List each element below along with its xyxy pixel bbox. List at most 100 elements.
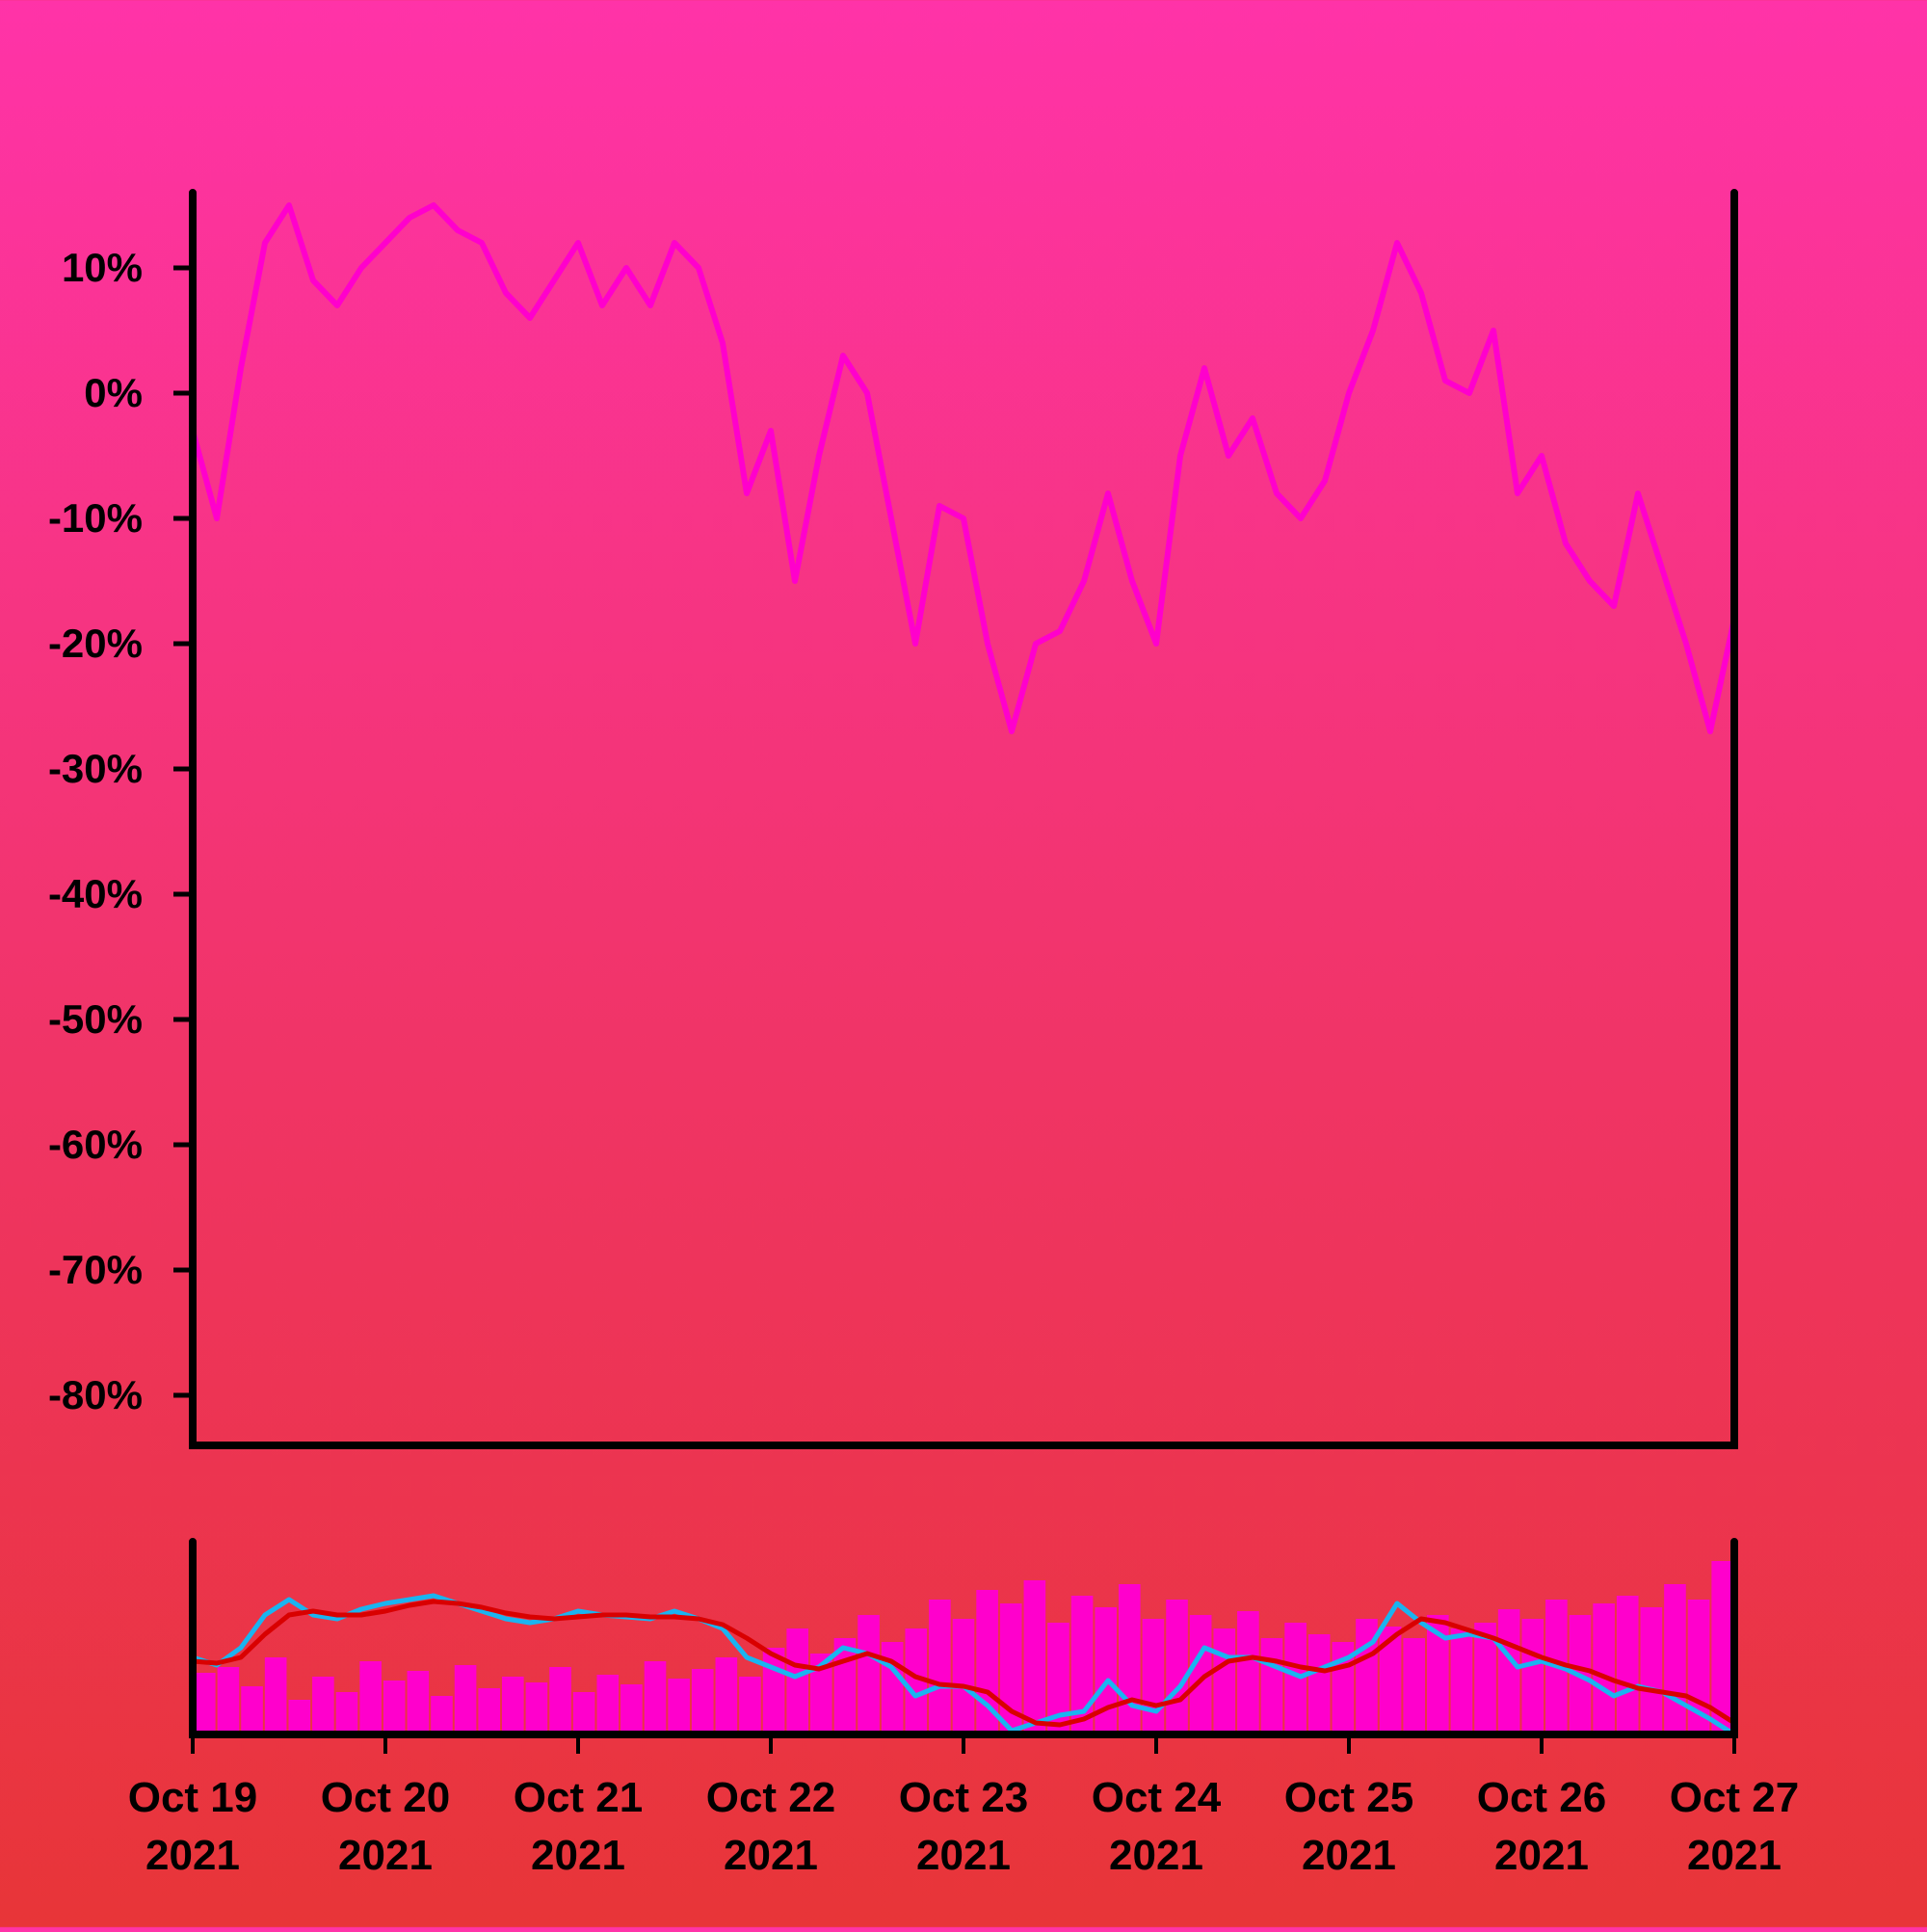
x-tick-label-line: Oct 22	[706, 1774, 836, 1821]
moving-average-slow-line	[192, 1599, 1736, 1728]
x-tick-label-line: 2021	[145, 1832, 240, 1879]
volume-bar	[525, 1682, 548, 1734]
x-tick-label-line: Oct 24	[1092, 1774, 1222, 1821]
volume-bar	[1213, 1628, 1236, 1734]
volume-bar	[572, 1692, 595, 1734]
x-tick-label-line: Oct 20	[321, 1774, 451, 1821]
x-tick-label: Oct 22 2021	[706, 1774, 836, 1879]
main-axes-frame	[189, 189, 1738, 1449]
volume-bar	[241, 1686, 263, 1734]
y-tick-label: 10%	[62, 245, 143, 290]
volume-bar	[1119, 1584, 1141, 1734]
x-tick-label: Oct 24 2021	[1092, 1774, 1222, 1879]
y-tick-label: -30%	[48, 746, 143, 791]
x-tick-label: Oct 19 2021	[128, 1774, 258, 1879]
volume-bar	[431, 1696, 453, 1734]
y-tick-label: -40%	[48, 871, 143, 916]
y-tick-label: -80%	[48, 1372, 143, 1417]
volume-bar	[1260, 1638, 1283, 1734]
volume-bar	[1664, 1584, 1686, 1734]
volume-bar	[858, 1615, 880, 1734]
x-tick-label: Oct 23 2021	[899, 1774, 1029, 1879]
x-tick-label-line: 2021	[724, 1832, 818, 1879]
volume-bar	[881, 1642, 904, 1734]
volume-bar	[312, 1677, 334, 1734]
volume-bar	[288, 1700, 311, 1734]
volume-bar	[359, 1661, 382, 1734]
y-tick-label: -70%	[48, 1247, 143, 1292]
x-tick-label-line: 2021	[1494, 1832, 1589, 1879]
y-axis-ticks: 10% 0% -10% -20% -30% -40% -50% -60% -70% -80%	[48, 245, 193, 1417]
volume-bar	[1640, 1607, 1663, 1734]
x-tick-label-line: 2021	[338, 1832, 433, 1879]
volume-bar	[502, 1677, 524, 1734]
volume-bar	[383, 1681, 406, 1734]
moving-average-layer	[192, 1593, 1736, 1737]
x-tick-label-line: Oct 26	[1477, 1774, 1607, 1821]
x-tick-label: Oct 20 2021	[321, 1774, 451, 1879]
x-tick-label-line: Oct 27	[1670, 1774, 1800, 1821]
x-tick-label: Oct 27 2021	[1670, 1774, 1800, 1879]
y-tick-label: -60%	[48, 1122, 143, 1167]
volume-bar	[1047, 1623, 1069, 1734]
volume-bar	[1166, 1600, 1188, 1734]
x-tick-label-line: 2021	[1109, 1832, 1203, 1879]
volume-bar	[1521, 1619, 1544, 1734]
x-tick-label-line: 2021	[531, 1832, 625, 1879]
y-tick-label: -10%	[48, 495, 143, 541]
volume-bar	[644, 1661, 667, 1734]
x-tick-label: Oct 25 2021	[1284, 1774, 1414, 1879]
volume-bar	[1023, 1580, 1046, 1734]
volume-layer	[194, 1561, 1733, 1734]
volume-bar	[739, 1677, 761, 1734]
volume-bar	[1379, 1627, 1402, 1734]
volume-bar	[905, 1628, 928, 1734]
volume-bar	[1711, 1561, 1733, 1734]
volume-bar	[691, 1669, 714, 1734]
volume-bar	[810, 1654, 832, 1734]
y-tick-label: -20%	[48, 621, 143, 666]
volume-bar	[1142, 1619, 1165, 1734]
x-axis-ticks: Oct 19 2021 Oct 20 2021 Oct 21 2021 Oct 22 2021…	[128, 1734, 1800, 1879]
volume-bar	[335, 1692, 358, 1734]
x-tick-label-line: 2021	[916, 1832, 1011, 1879]
volume-bar	[1403, 1638, 1425, 1734]
price-line	[190, 202, 1737, 734]
volume-bar	[1450, 1628, 1473, 1734]
volume-bar	[999, 1603, 1022, 1734]
volume-bar	[1474, 1623, 1496, 1734]
volume-bar	[715, 1657, 738, 1734]
volume-bar	[668, 1679, 690, 1734]
volume-bar	[1616, 1596, 1639, 1734]
volume-bar	[952, 1619, 975, 1734]
x-tick-label-line: 2021	[1302, 1832, 1396, 1879]
volume-bar	[620, 1684, 643, 1734]
volume-bar	[454, 1665, 477, 1734]
volume-bar	[1095, 1607, 1117, 1734]
y-tick-label: -50%	[48, 996, 143, 1042]
volume-bar	[1307, 1634, 1331, 1734]
volume-bar	[407, 1671, 430, 1734]
price-line-layer	[190, 202, 1737, 734]
volume-bar	[1593, 1603, 1615, 1734]
volume-bar	[596, 1675, 620, 1734]
x-tick-label-line: 2021	[1687, 1832, 1782, 1879]
x-tick-label: Oct 21 2021	[514, 1774, 644, 1879]
y-tick-label: 0%	[84, 370, 143, 415]
volume-bar	[478, 1688, 500, 1734]
volume-bar	[194, 1673, 216, 1734]
volume-bar	[217, 1667, 240, 1734]
x-tick-label-line: Oct 25	[1284, 1774, 1414, 1821]
x-tick-label: Oct 26 2021	[1477, 1774, 1607, 1879]
x-tick-label-line: Oct 19	[128, 1774, 258, 1821]
x-tick-label-line: Oct 21	[514, 1774, 644, 1821]
volume-bar	[1189, 1615, 1212, 1734]
volume-bar	[1497, 1609, 1520, 1734]
volume-bar	[264, 1657, 287, 1734]
volume-bar	[1427, 1615, 1449, 1734]
volume-bar	[1284, 1623, 1307, 1734]
axes-layer	[189, 189, 1738, 1738]
volume-bar	[549, 1667, 571, 1734]
volume-bar	[1237, 1611, 1259, 1734]
